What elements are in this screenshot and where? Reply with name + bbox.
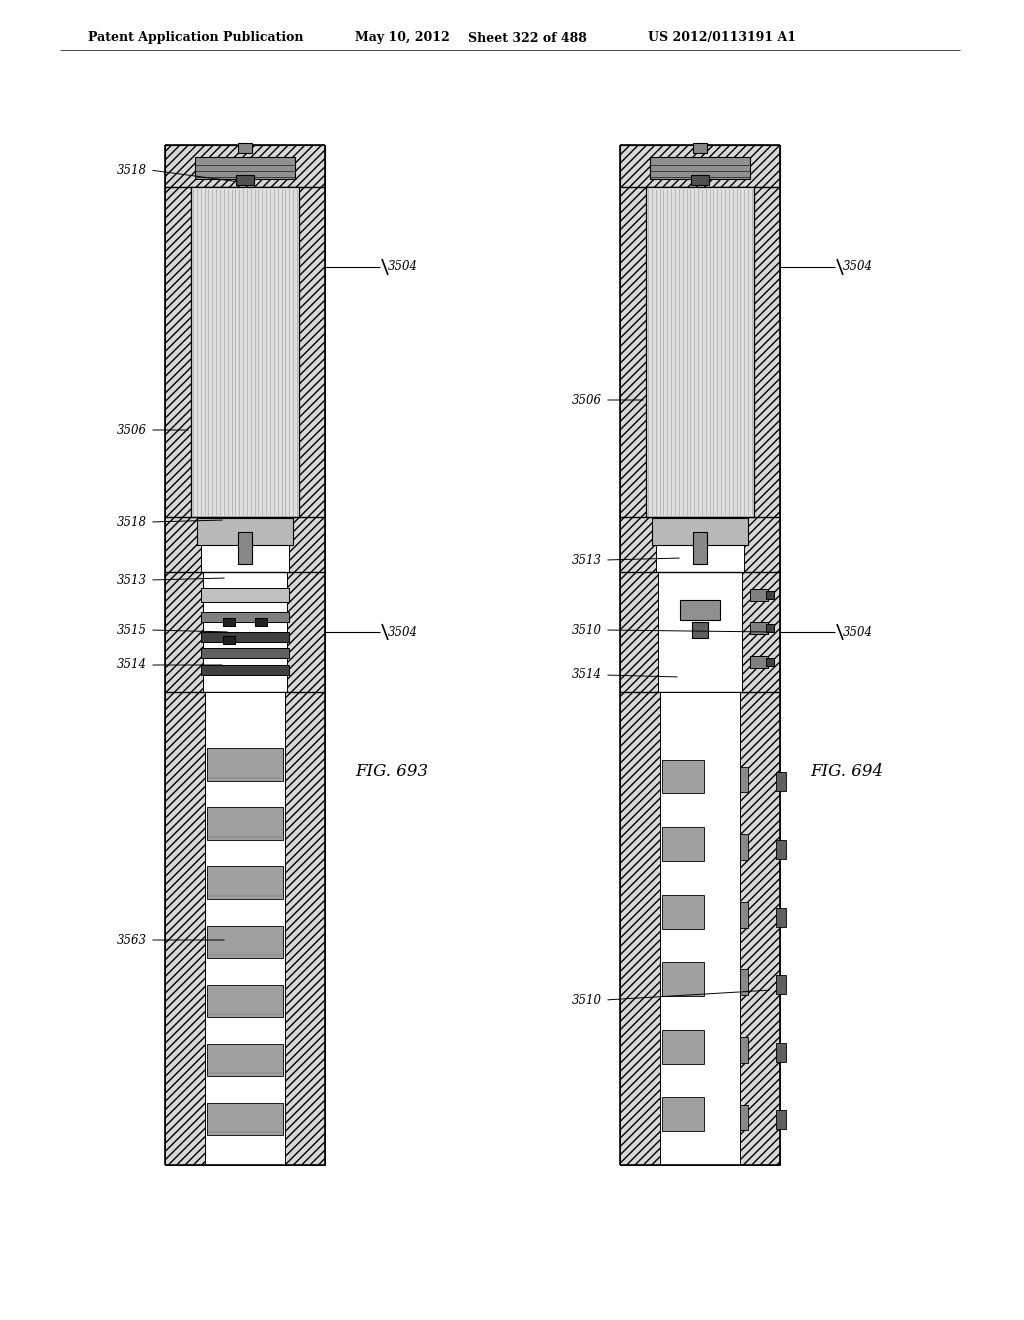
Bar (207, 1044, 283, 1076)
Bar (165, 517, 201, 572)
Bar (165, 187, 197, 517)
Bar (289, 517, 325, 572)
Bar (285, 692, 325, 1166)
Bar (165, 572, 203, 692)
Bar (691, 176, 709, 185)
Text: 3504: 3504 (843, 260, 873, 273)
Bar (650, 157, 750, 180)
Bar (750, 623, 768, 635)
Bar (207, 748, 283, 780)
Bar (662, 895, 703, 928)
Text: FIG. 693: FIG. 693 (355, 763, 428, 780)
Bar (776, 908, 786, 927)
Bar (662, 1097, 703, 1131)
Text: 3506: 3506 (572, 393, 602, 407)
Bar (662, 828, 703, 861)
Text: May 10, 2012: May 10, 2012 (355, 32, 450, 45)
Bar (740, 834, 748, 859)
Text: US 2012/0113191 A1: US 2012/0113191 A1 (648, 32, 796, 45)
Bar (740, 902, 748, 928)
Bar (207, 866, 283, 899)
Bar (776, 1043, 786, 1061)
Bar (748, 187, 780, 517)
Bar (680, 601, 720, 620)
Bar (201, 612, 289, 623)
Bar (776, 772, 786, 792)
Bar (620, 187, 652, 517)
Text: 3518: 3518 (117, 516, 147, 528)
Bar (207, 1104, 283, 1135)
Bar (201, 665, 289, 676)
Bar (191, 187, 299, 517)
Bar (662, 962, 703, 997)
Bar (223, 618, 234, 626)
Text: 3510: 3510 (572, 623, 602, 636)
Bar (207, 808, 283, 840)
Bar (742, 572, 780, 692)
Bar (165, 692, 205, 1166)
Bar (201, 587, 289, 602)
Bar (236, 176, 254, 185)
Bar (776, 1110, 786, 1129)
Bar (195, 157, 295, 180)
Bar (287, 572, 325, 692)
Bar (620, 572, 658, 692)
Text: 3513: 3513 (572, 553, 602, 566)
Bar (620, 145, 780, 187)
Bar (740, 767, 748, 792)
Bar (740, 692, 780, 1166)
Bar (750, 656, 768, 668)
Bar (692, 622, 708, 638)
Bar (165, 145, 325, 187)
Bar (662, 759, 703, 793)
Bar (744, 517, 780, 572)
Text: 3504: 3504 (843, 626, 873, 639)
Bar (740, 969, 748, 995)
Bar (740, 1038, 748, 1063)
Bar (766, 624, 774, 632)
Bar (693, 143, 707, 153)
Bar (620, 517, 656, 572)
Bar (660, 692, 740, 1166)
Bar (662, 1030, 703, 1064)
Text: Patent Application Publication: Patent Application Publication (88, 32, 303, 45)
Text: 3518: 3518 (117, 164, 147, 177)
Bar (776, 840, 786, 859)
Bar (693, 532, 707, 564)
Bar (293, 187, 325, 517)
Bar (740, 1105, 748, 1130)
Text: 3504: 3504 (388, 260, 418, 273)
Bar (620, 692, 660, 1166)
Bar (646, 187, 754, 517)
Bar (766, 657, 774, 667)
Text: 3510: 3510 (572, 994, 602, 1006)
Text: 3514: 3514 (572, 668, 602, 681)
Bar (766, 591, 774, 599)
Text: 3515: 3515 (117, 623, 147, 636)
Text: 3504: 3504 (388, 626, 418, 639)
Bar (223, 636, 234, 644)
Text: 3506: 3506 (117, 424, 147, 437)
Bar (750, 589, 768, 601)
Text: FIG. 694: FIG. 694 (810, 763, 883, 780)
Bar (197, 517, 293, 545)
Bar (201, 648, 289, 659)
Bar (201, 631, 289, 642)
Bar (255, 618, 267, 626)
Bar (205, 692, 285, 1166)
Text: 3563: 3563 (117, 933, 147, 946)
Text: Sheet 322 of 488: Sheet 322 of 488 (468, 32, 587, 45)
Bar (207, 925, 283, 958)
Text: 3513: 3513 (117, 573, 147, 586)
Bar (652, 517, 748, 545)
Text: 3514: 3514 (117, 659, 147, 672)
Bar (207, 985, 283, 1018)
Bar (776, 975, 786, 994)
Bar (238, 143, 252, 153)
Bar (238, 532, 252, 564)
